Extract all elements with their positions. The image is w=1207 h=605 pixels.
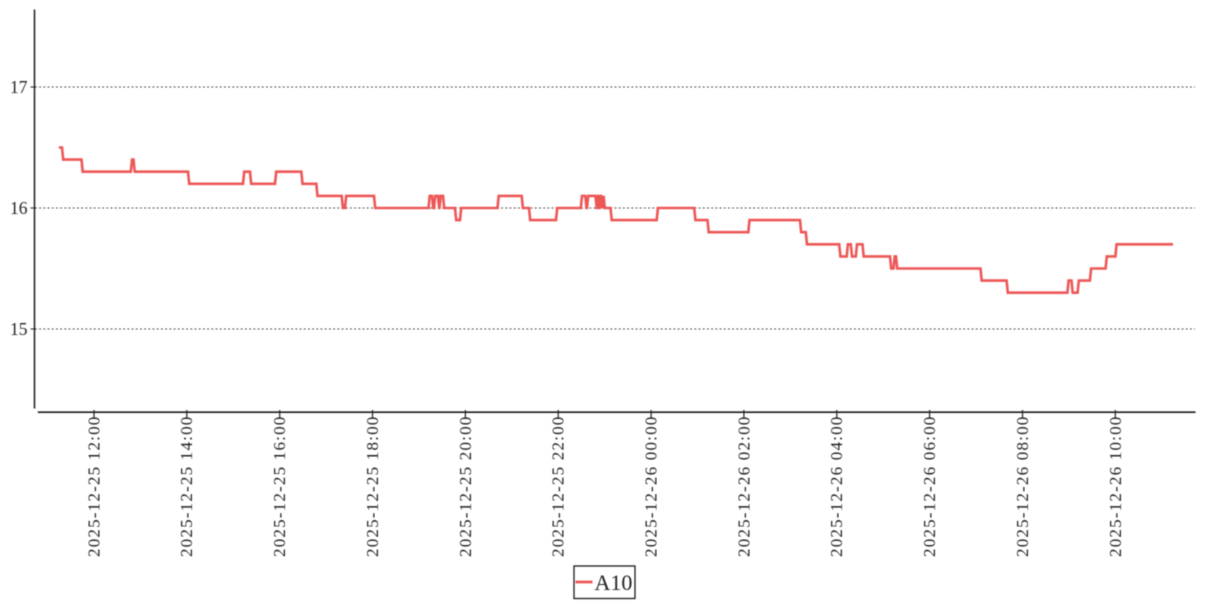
svg-text:2025-12-25 22:00: 2025-12-25 22:00 — [549, 416, 568, 558]
svg-text:2025-12-26 02:00: 2025-12-26 02:00 — [734, 416, 753, 558]
svg-text:2025-12-26 00:00: 2025-12-26 00:00 — [642, 416, 661, 558]
svg-text:2025-12-26 04:00: 2025-12-26 04:00 — [827, 416, 846, 558]
svg-text:15: 15 — [10, 319, 28, 339]
svg-text:A10: A10 — [595, 570, 633, 595]
svg-text:2025-12-25 16:00: 2025-12-25 16:00 — [270, 416, 289, 558]
svg-text:2025-12-25 14:00: 2025-12-25 14:00 — [177, 416, 196, 558]
svg-text:2025-12-26 06:00: 2025-12-26 06:00 — [920, 416, 939, 558]
svg-text:2025-12-26 08:00: 2025-12-26 08:00 — [1013, 416, 1032, 558]
svg-text:2025-12-26 10:00: 2025-12-26 10:00 — [1106, 416, 1125, 558]
svg-text:16: 16 — [10, 198, 28, 218]
svg-text:2025-12-25 12:00: 2025-12-25 12:00 — [84, 416, 103, 558]
svg-text:2025-12-25 20:00: 2025-12-25 20:00 — [456, 416, 475, 558]
svg-text:17: 17 — [10, 77, 28, 97]
svg-text:2025-12-25 18:00: 2025-12-25 18:00 — [363, 416, 382, 557]
